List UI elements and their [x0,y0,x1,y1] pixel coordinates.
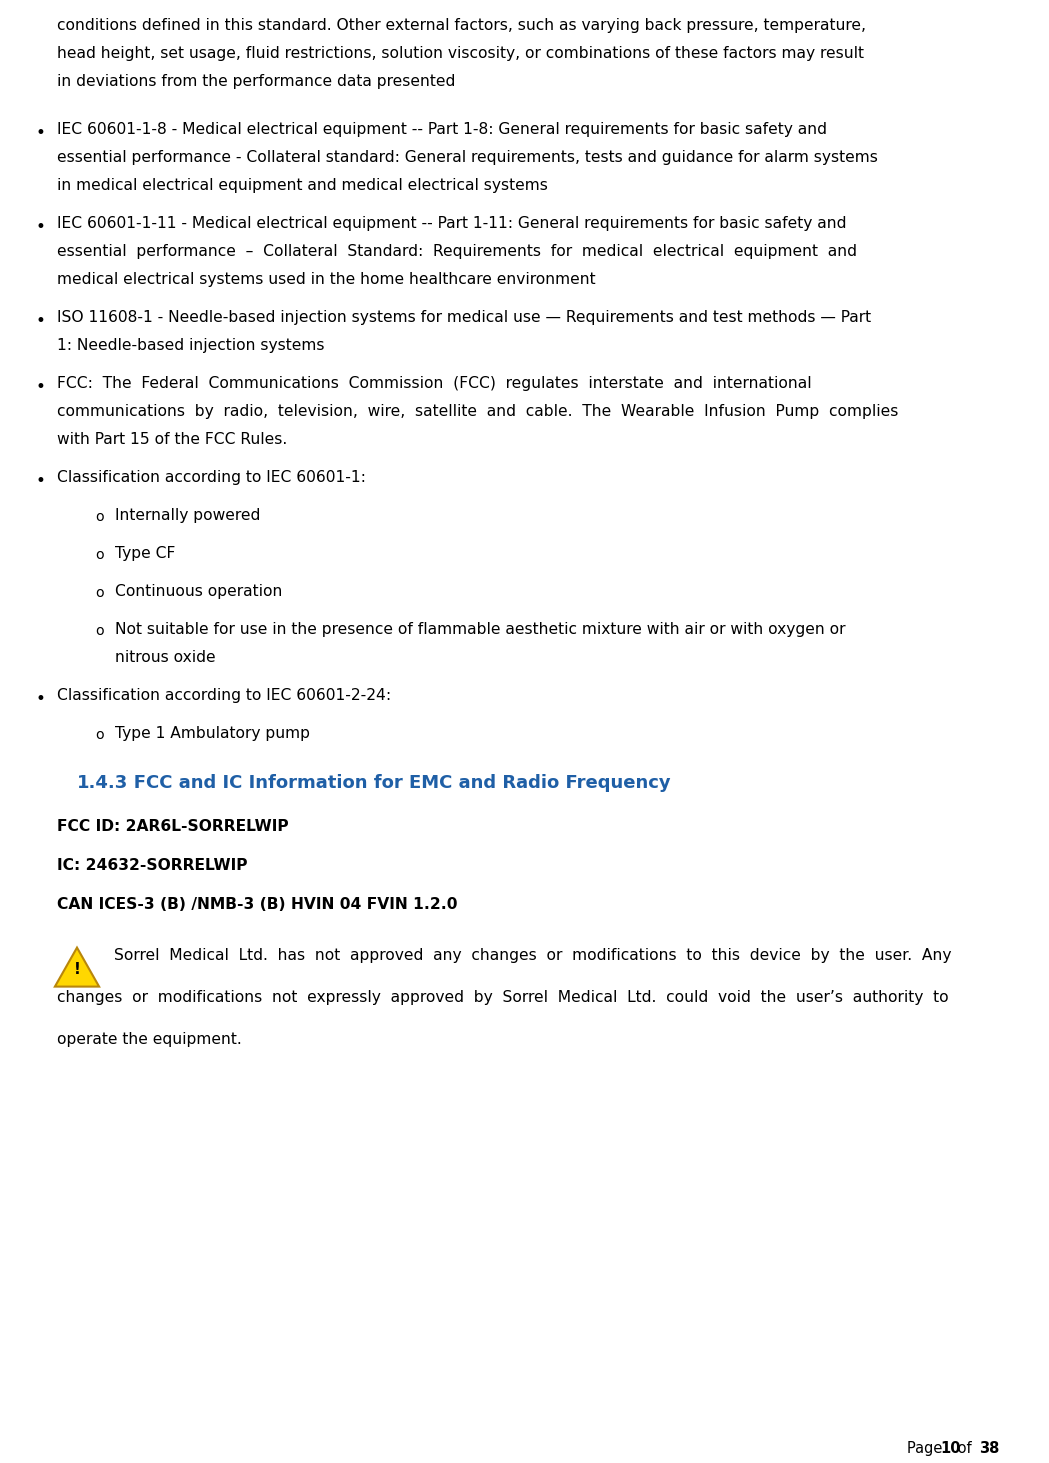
Text: Classification according to IEC 60601-2-24:: Classification according to IEC 60601-2-… [57,688,391,704]
Text: •: • [35,473,45,490]
Text: ISO 11608-1 - Needle-based injection systems for medical use — Requirements and : ISO 11608-1 - Needle-based injection sys… [57,310,871,325]
Text: Type CF: Type CF [115,546,175,560]
Text: 1.4.3: 1.4.3 [77,774,128,791]
Text: of: of [952,1441,977,1456]
Text: •: • [35,312,45,331]
Text: o: o [95,625,104,638]
Text: changes  or  modifications  not  expressly  approved  by  Sorrel  Medical  Ltd. : changes or modifications not expressly a… [57,989,948,1005]
Text: Type 1 Ambulatory pump: Type 1 Ambulatory pump [115,726,311,740]
Text: o: o [95,511,104,524]
Text: !: ! [73,963,81,977]
Text: o: o [95,587,104,600]
Text: head height, set usage, fluid restrictions, solution viscosity, or combinations : head height, set usage, fluid restrictio… [57,45,864,61]
Text: •: • [35,377,45,396]
Polygon shape [55,948,99,986]
Text: 38: 38 [979,1441,1000,1456]
Text: •: • [35,124,45,142]
Text: communications  by  radio,  television,  wire,  satellite  and  cable.  The  Wea: communications by radio, television, wir… [57,404,898,418]
Text: Sorrel  Medical  Ltd.  has  not  approved  any  changes  or  modifications  to  : Sorrel Medical Ltd. has not approved any… [114,948,951,963]
Text: IC: 24632-SORRELWIP: IC: 24632-SORRELWIP [57,857,248,873]
Text: CAN ICES-3 (B) /NMB-3 (B) HVIN 04 FVIN 1.2.0: CAN ICES-3 (B) /NMB-3 (B) HVIN 04 FVIN 1… [57,897,457,913]
Text: FCC and IC Information for EMC and Radio Frequency: FCC and IC Information for EMC and Radio… [115,774,670,791]
Text: Classification according to IEC 60601-1:: Classification according to IEC 60601-1: [57,470,366,486]
Text: essential  performance  –  Collateral  Standard:  Requirements  for  medical  el: essential performance – Collateral Stand… [57,244,857,259]
Text: •: • [35,691,45,708]
Text: 10: 10 [940,1441,961,1456]
Text: Page: Page [907,1441,947,1456]
Text: conditions defined in this standard. Other external factors, such as varying bac: conditions defined in this standard. Oth… [57,18,866,34]
Text: in deviations from the performance data presented: in deviations from the performance data … [57,75,455,89]
Text: nitrous oxide: nitrous oxide [115,650,216,666]
Text: 1: Needle-based injection systems: 1: Needle-based injection systems [57,338,324,353]
Text: Internally powered: Internally powered [115,508,260,522]
Text: FCC:  The  Federal  Communications  Commission  (FCC)  regulates  interstate  an: FCC: The Federal Communications Commissi… [57,376,812,391]
Text: •: • [35,218,45,236]
Text: operate the equipment.: operate the equipment. [57,1031,241,1046]
Text: IEC 60601-1-11 - Medical electrical equipment -- Part 1-11: General requirements: IEC 60601-1-11 - Medical electrical equi… [57,217,847,231]
Text: Continuous operation: Continuous operation [115,584,282,598]
Text: Not suitable for use in the presence of flammable aesthetic mixture with air or : Not suitable for use in the presence of … [115,622,845,636]
Text: IEC 60601-1-8 - Medical electrical equipment -- Part 1-8: General requirements f: IEC 60601-1-8 - Medical electrical equip… [57,121,827,138]
Text: in medical electrical equipment and medical electrical systems: in medical electrical equipment and medi… [57,178,548,193]
Text: essential performance - Collateral standard: General requirements, tests and gui: essential performance - Collateral stand… [57,151,878,165]
Text: FCC ID: 2AR6L-SORRELWIP: FCC ID: 2AR6L-SORRELWIP [57,819,288,834]
Text: o: o [95,549,104,562]
Text: medical electrical systems used in the home healthcare environment: medical electrical systems used in the h… [57,272,596,287]
Text: with Part 15 of the FCC Rules.: with Part 15 of the FCC Rules. [57,432,287,448]
Text: o: o [95,729,104,742]
